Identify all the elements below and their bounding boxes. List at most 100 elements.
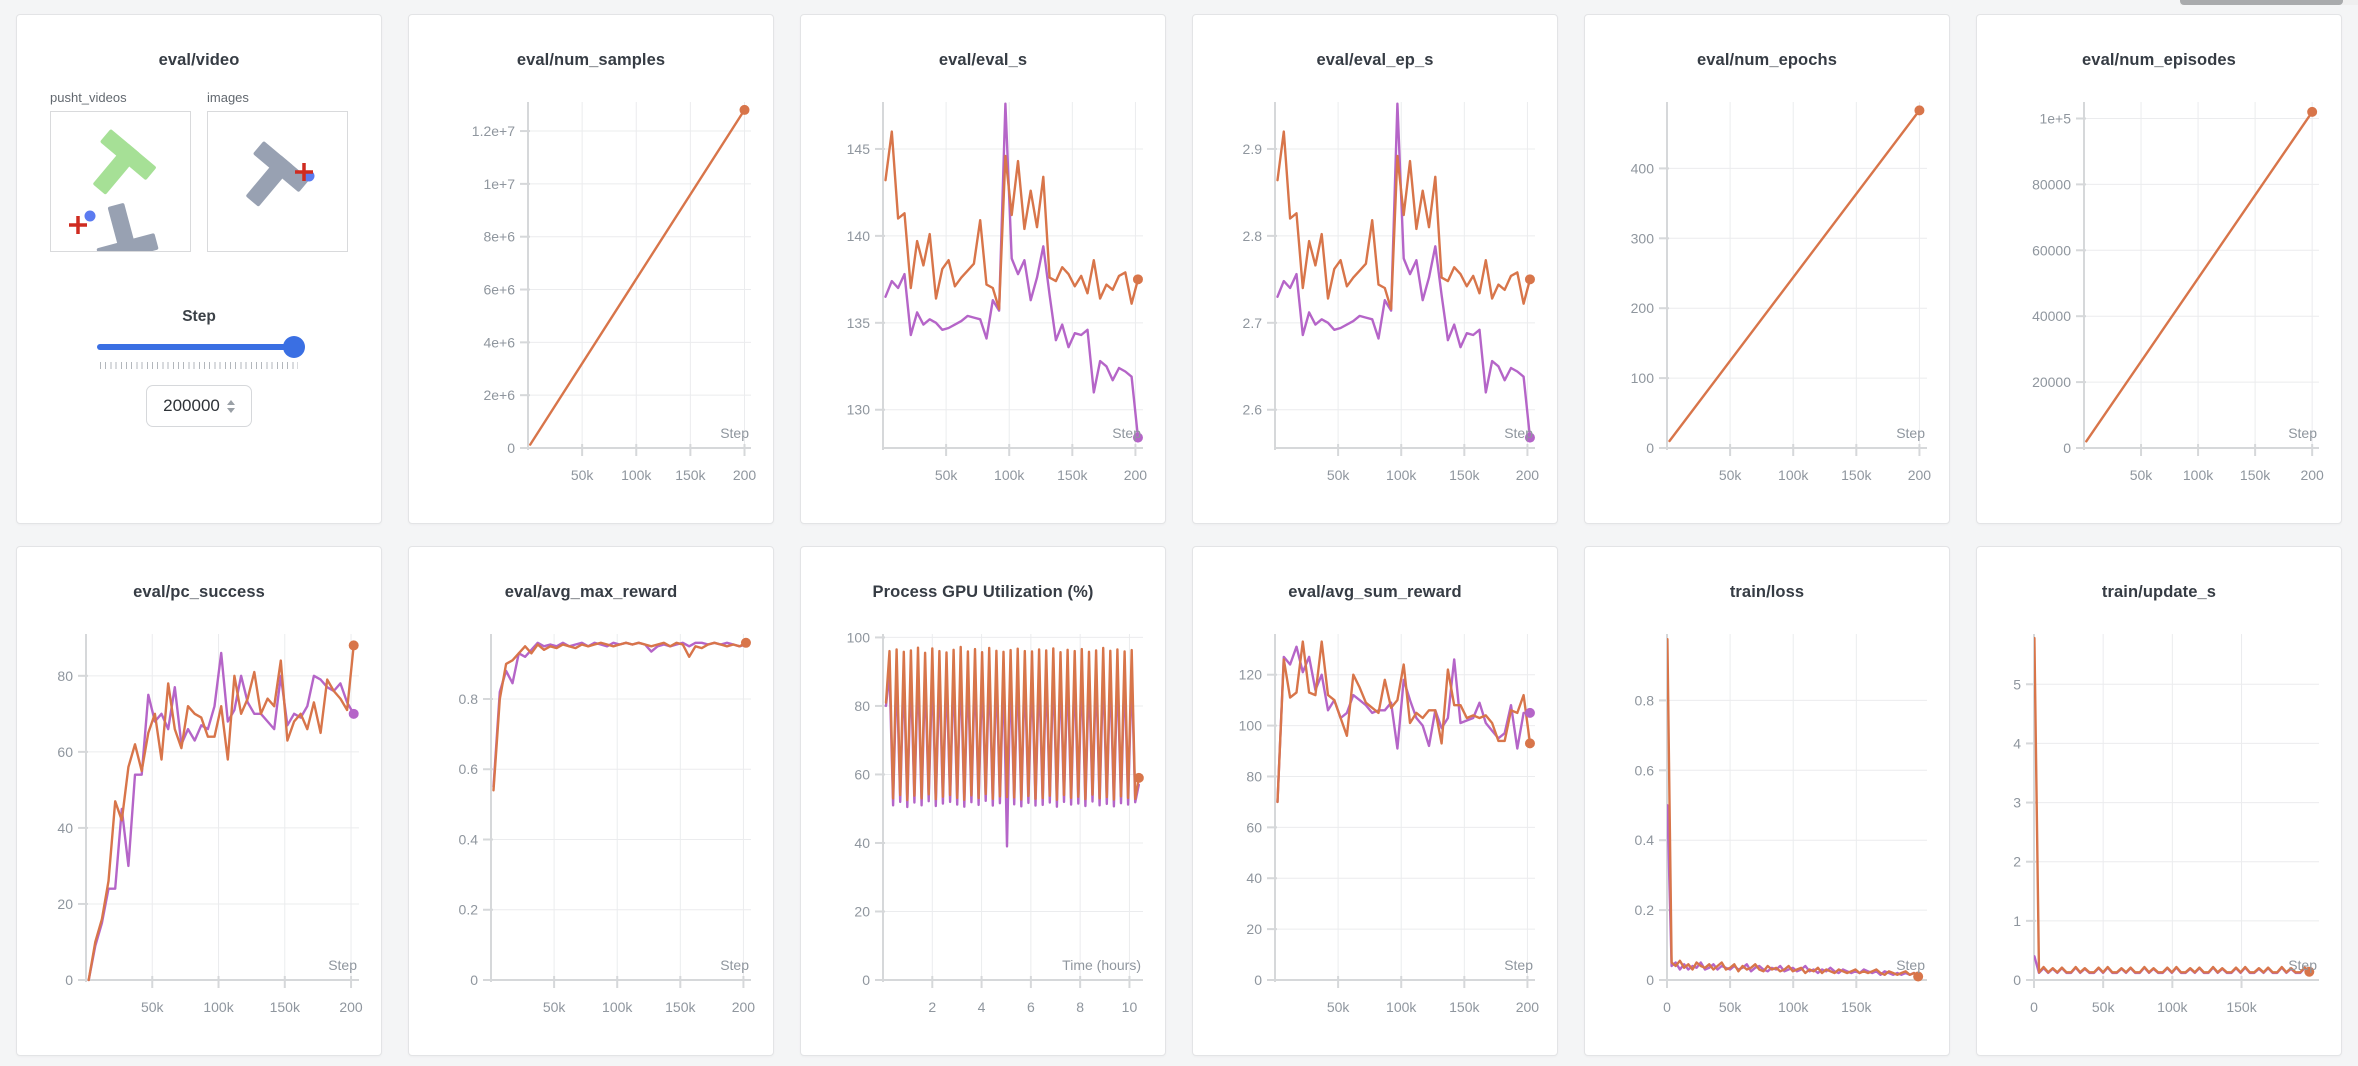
series-group (2085, 110, 2314, 443)
chart-svg[interactable]: 50k 100k 150k 200 0 100 200 300 400 Step (1595, 96, 1939, 500)
panel-train-loss[interactable]: train/loss 0 50k 100k 150k 0 0.2 0.4 0.6 0.8 Step (1584, 546, 1950, 1056)
series-line-run-orange (2085, 110, 2314, 443)
x-tick-label: 100k (602, 999, 633, 1015)
panel-process-gpu-utilization[interactable]: Process GPU Utilization (%) 2 4 6 8 10 0 20 40 60… (800, 546, 1166, 1056)
chart-svg[interactable]: 50k 100k 150k 200 2.6 2.7 2.8 2.9 Step (1203, 96, 1547, 500)
end-dot (1132, 274, 1143, 285)
gridlines (1666, 634, 1927, 981)
chart-svg[interactable]: 50k 100k 150k 200 0 20 40 60 80 100 120 Step (1203, 628, 1547, 1032)
chart-title: Process GPU Utilization (%) (872, 583, 1094, 601)
y-tick-label: 0.2 (459, 902, 479, 918)
series-line-run-purple (492, 641, 748, 789)
x-tick-label: 150k (1841, 467, 1872, 483)
chart-svg[interactable]: 50k 100k 150k 200 0 20000 40000 60000 80000 1e+5 S… (1987, 96, 2331, 500)
stepper-down-icon[interactable] (226, 407, 235, 413)
gray-t-shape (96, 203, 159, 265)
step-slider[interactable] (97, 336, 305, 358)
y-tick-label: 100 (1631, 370, 1655, 386)
slider-track[interactable] (97, 344, 301, 350)
panel-eval-pc-success[interactable]: eval/pc_success 50k 100k 150k 200 0 20 40 60 80 St… (16, 546, 382, 1056)
panel-eval-num-episodes[interactable]: eval/num_episodes 50k 100k 150k 200 0 20000 400… (1976, 14, 2342, 524)
panel-eval-num-epochs[interactable]: eval/num_epochs 50k 100k 150k 200 0 100 200 300 4… (1584, 14, 1950, 524)
series-line-run-orange (528, 108, 746, 446)
y-tick-label: 1e+5 (2039, 110, 2071, 126)
stepper-up-icon[interactable] (226, 399, 235, 405)
panel-eval-eval-s[interactable]: eval/eval_s 50k 100k 150k 200 130 135 140 145 Ste… (800, 14, 1166, 524)
series-line-run-orange (1667, 637, 1920, 978)
y-tick-label: 80 (1246, 768, 1262, 784)
x-tick-label: 50k (1719, 999, 1743, 1015)
x-tick-label: 200 (733, 467, 757, 483)
gridlines (86, 634, 359, 981)
x-tick-label: 200 (1516, 467, 1540, 483)
chart-svg[interactable]: 50k 100k 150k 200 0 2e+6 4e+6 6e+6 8e+6 1e+7 1.2e+… (419, 96, 763, 500)
x-tick-label: 200 (1516, 999, 1540, 1015)
target-cross-icon (69, 216, 87, 234)
chart-title: eval/num_samples (516, 51, 666, 69)
series-line-run-orange (1668, 109, 1921, 443)
end-dot (1524, 274, 1535, 285)
series-group (2034, 636, 2311, 975)
y-tick-label: 20 (854, 903, 870, 919)
chart-title: eval/eval_s (938, 51, 1028, 69)
chart-svg[interactable]: 50k 100k 150k 200 130 135 140 145 Step (811, 96, 1155, 500)
gridlines (1275, 102, 1535, 448)
media-row: pusht_videos (17, 90, 381, 265)
x-tick-label: 150k (675, 467, 706, 483)
y-tick-label: 5 (2013, 676, 2021, 692)
x-tick-label: 50k (1327, 467, 1351, 483)
chart-title: eval/eval_ep_s (1316, 51, 1434, 69)
chart-svg[interactable]: 0 50k 100k 150k 0 1 2 3 4 5 Step (1987, 628, 2331, 1032)
y-tick-label: 120 (1239, 667, 1263, 683)
y-tick-label: 2e+6 (483, 387, 515, 403)
series-group (884, 102, 1140, 439)
axis-labels: 50k 100k 150k 200 0 0.2 0.4 0.6 0.8 Step (459, 691, 756, 1015)
chart-svg[interactable]: 0 50k 100k 150k 0 0.2 0.4 0.6 0.8 Step (1595, 628, 1939, 1032)
axis-labels: 50k 100k 150k 200 0 2e+6 4e+6 6e+6 8e+6 1e+7 1.2e+… (472, 123, 757, 483)
x-tick-label: 6 (1027, 999, 1035, 1015)
horizontal-scrollbar-thumb[interactable] (2180, 0, 2343, 5)
y-tick-label: 60 (854, 766, 870, 782)
x-tick-label: 150k (1841, 999, 1872, 1015)
stepper-buttons[interactable] (226, 399, 235, 413)
media-label: images (207, 90, 249, 105)
chart-svg[interactable]: 50k 100k 150k 200 0 0.2 0.4 0.6 0.8 Step (419, 628, 763, 1032)
x-tick-label: 150k (665, 999, 696, 1015)
images-thumbnail[interactable] (207, 111, 348, 252)
y-tick-label: 40 (854, 835, 870, 851)
x-tick-label: 4 (978, 999, 986, 1015)
axes (875, 102, 1143, 456)
slider-thumb[interactable] (283, 336, 305, 358)
x-tick-label: 50k (2092, 999, 2116, 1015)
series-line-run-purple (1667, 804, 1920, 977)
y-tick-label: 0 (1254, 972, 1262, 988)
y-tick-label: 100 (1239, 718, 1263, 734)
panel-train-update-s[interactable]: train/update_s 0 50k 100k 150k 0 1 2 3 4 5 Step (1976, 546, 2342, 1056)
panel-eval-eval-ep-s[interactable]: eval/eval_ep_s 50k 100k 150k 200 2.6 2.7 2.8 2.9… (1192, 14, 1558, 524)
x-tick-label: 150k (270, 999, 301, 1015)
chart-svg[interactable]: 50k 100k 150k 200 0 20 40 60 80 Step (27, 628, 371, 1032)
x-axis-label: Step (2288, 957, 2317, 973)
x-tick-label: 200 (2300, 467, 2324, 483)
x-tick-label: 150k (2226, 999, 2257, 1015)
x-tick-label: 150k (2240, 467, 2271, 483)
y-tick-label: 2.9 (1243, 141, 1263, 157)
y-tick-label: 8e+6 (483, 229, 515, 245)
end-dot (1133, 772, 1144, 783)
panel-eval-num-samples[interactable]: eval/num_samples 50k 100k 150k 200 0 2e+6 4e+6 6… (408, 14, 774, 524)
series-line-run-purple (1276, 645, 1532, 804)
panel-eval-avg-sum-reward[interactable]: eval/avg_sum_reward 50k 100k 150k 200 0 20 40 60… (1192, 546, 1558, 1056)
target-cross-icon (295, 163, 313, 181)
step-value-input[interactable]: 200000 (146, 385, 252, 427)
step-slider-label: Step (182, 308, 216, 325)
panel-eval-avg-max-reward[interactable]: eval/avg_max_reward 50k 100k 150k 200 0 0.2 0.4… (408, 546, 774, 1056)
end-dot (1914, 105, 1925, 116)
x-tick-label: 50k (935, 467, 959, 483)
x-tick-label: 50k (543, 999, 567, 1015)
y-tick-label: 40 (57, 820, 73, 836)
y-tick-label: 60000 (2032, 242, 2071, 258)
x-axis-label: Step (1896, 957, 1925, 973)
x-tick-label: 0 (1663, 999, 1671, 1015)
pusht-video-thumbnail[interactable] (50, 111, 191, 265)
